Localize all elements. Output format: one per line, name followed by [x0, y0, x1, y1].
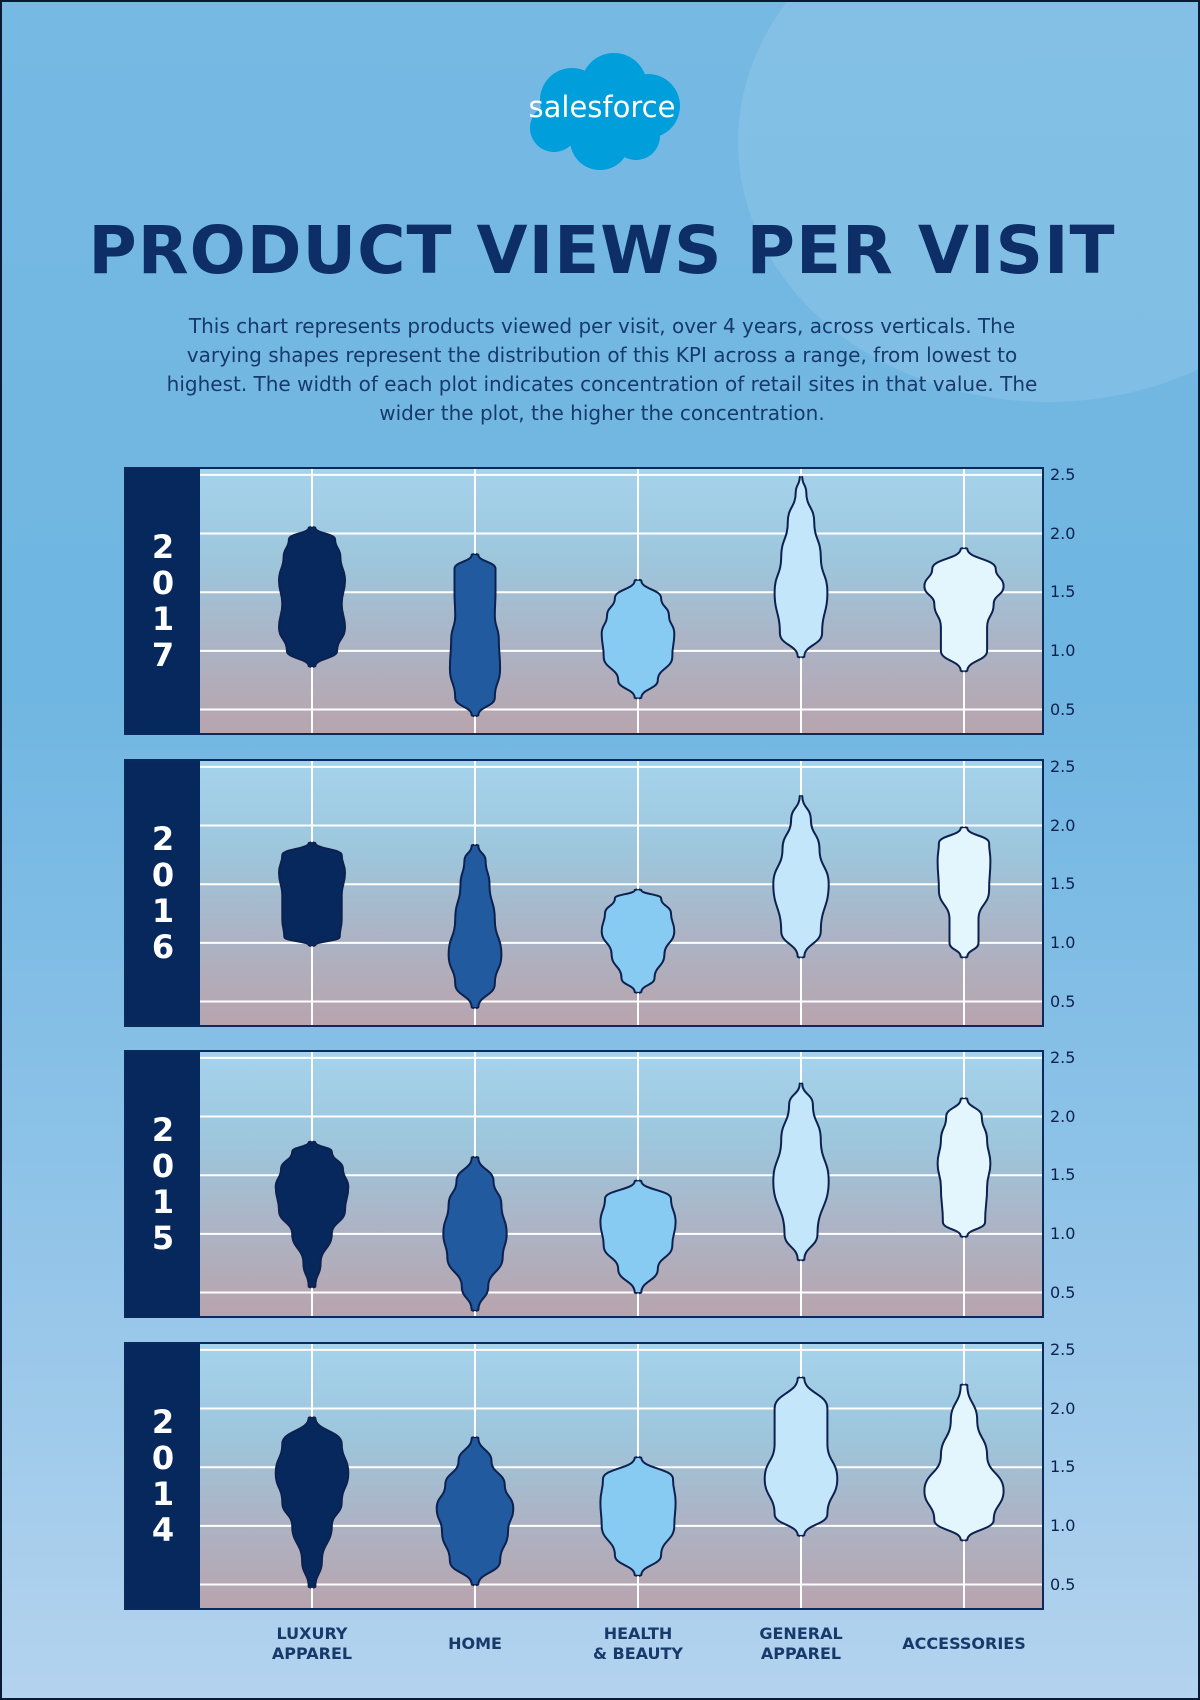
salesforce-logo: salesforce — [502, 44, 702, 184]
plot-area — [200, 1344, 1042, 1608]
y-tick-label: 1.0 — [1050, 1515, 1076, 1535]
logo-text: salesforce — [528, 90, 676, 124]
y-tick-label: 1.0 — [1050, 1223, 1076, 1243]
y-tick-label: 2.5 — [1050, 1339, 1076, 1359]
y-tick-label: 0.5 — [1050, 699, 1076, 719]
salesforce-cloud-icon — [530, 53, 680, 170]
violin-accessories — [936, 1096, 992, 1239]
y-tick-label: 2.0 — [1050, 815, 1076, 835]
year-digit: 1 — [151, 1183, 175, 1221]
violin-health-beauty — [600, 888, 676, 995]
category-label: LUXURY APPAREL — [271, 1624, 353, 1663]
year-digit: 1 — [151, 600, 175, 638]
violin-accessories — [936, 825, 992, 959]
year-digit: 0 — [151, 1147, 175, 1185]
y-axis-ticks: 2.5 2.0 1.5 1.0 0.5 — [1050, 464, 1120, 735]
violin-home — [448, 552, 502, 718]
violin-general-apparel — [773, 475, 829, 659]
y-tick-label: 1.5 — [1050, 1165, 1076, 1185]
plot-area — [200, 761, 1042, 1025]
y-tick-label: 1.5 — [1050, 582, 1076, 602]
year-digit: 7 — [151, 636, 175, 674]
violin-home — [442, 1155, 508, 1313]
category-label: HOME — [448, 1634, 502, 1653]
page-title: PRODUCT VIEWS PER VISIT — [88, 212, 1116, 289]
category-label: ACCESSORIES — [902, 1634, 1026, 1653]
year-digit: 2 — [151, 528, 175, 566]
year-digit: 4 — [151, 1511, 175, 1549]
y-tick-label: 2.0 — [1050, 523, 1076, 543]
y-tick-label: 2.5 — [1050, 464, 1076, 484]
violin-luxury-apparel — [277, 525, 347, 669]
year-digit: 6 — [151, 928, 175, 966]
violin-luxury-apparel — [274, 1140, 350, 1289]
violin-home — [435, 1435, 515, 1587]
y-tick-label: 2.5 — [1050, 756, 1076, 776]
violin-health-beauty — [599, 1179, 677, 1295]
year-digit: 1 — [151, 892, 175, 930]
violin-svg — [200, 761, 1042, 1025]
y-axis-ticks: 2.5 2.0 1.5 1.0 0.5 — [1050, 1339, 1120, 1610]
year-digit: 0 — [151, 1439, 175, 1477]
violin-home — [447, 843, 503, 1010]
y-tick-label: 0.5 — [1050, 991, 1076, 1011]
year-digit: 0 — [151, 564, 175, 602]
y-tick-label: 0.5 — [1050, 1574, 1076, 1594]
violin-svg — [200, 1052, 1042, 1316]
y-axis-ticks: 2.5 2.0 1.5 1.0 0.5 — [1050, 1047, 1120, 1318]
y-tick-label: 1.0 — [1050, 932, 1076, 952]
y-tick-label: 2.5 — [1050, 1047, 1076, 1067]
violin-luxury-apparel — [274, 1415, 350, 1589]
violin-svg — [200, 1344, 1042, 1608]
violin-general-apparel — [763, 1376, 839, 1538]
y-tick-label: 1.0 — [1050, 640, 1076, 660]
violin-accessories — [923, 546, 1005, 673]
y-tick-label: 2.0 — [1050, 1106, 1076, 1126]
violin-svg — [200, 469, 1042, 733]
y-tick-label: 0.5 — [1050, 1282, 1076, 1302]
y-axis-ticks: 2.5 2.0 1.5 1.0 0.5 — [1050, 756, 1120, 1027]
year-digit: 2 — [151, 1111, 175, 1149]
year-digit: 5 — [151, 1219, 175, 1257]
y-tick-label: 1.5 — [1050, 874, 1076, 894]
year-digit: 1 — [151, 1475, 175, 1513]
violin-luxury-apparel — [277, 841, 347, 948]
violin-health-beauty — [600, 578, 676, 700]
category-label: HEALTH & BEAUTY — [592, 1624, 684, 1663]
plot-area — [200, 1052, 1042, 1316]
plot-area — [200, 469, 1042, 733]
year-digit: 2 — [151, 1403, 175, 1441]
year-digit: 0 — [151, 856, 175, 894]
y-tick-label: 1.5 — [1050, 1457, 1076, 1477]
year-digit: 2 — [151, 820, 175, 858]
violin-health-beauty — [599, 1455, 677, 1578]
violin-general-apparel — [772, 794, 830, 959]
chart-description: This chart represents products viewed pe… — [166, 314, 1038, 425]
category-label: GENERAL APPAREL — [759, 1624, 843, 1663]
y-tick-label: 2.0 — [1050, 1398, 1076, 1418]
